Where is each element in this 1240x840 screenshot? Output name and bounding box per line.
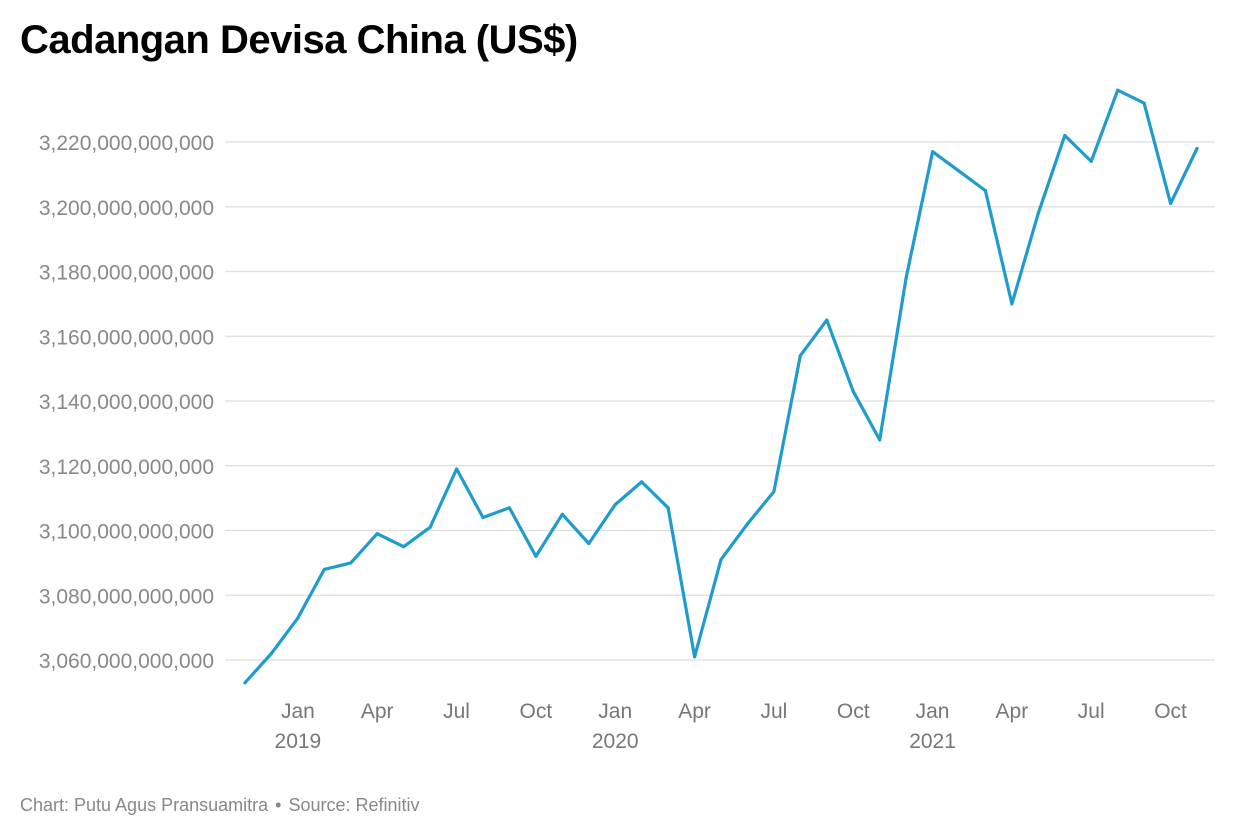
data-point — [587, 541, 591, 546]
data-point — [957, 169, 961, 173]
x-tick-label: Jul — [443, 700, 470, 723]
data-point — [772, 490, 776, 494]
footer-separator: • — [275, 795, 282, 815]
y-tick-label: 3,180,000,000,000 — [39, 262, 214, 285]
data-point — [1169, 201, 1173, 206]
data-point — [745, 522, 750, 526]
data-point — [1195, 146, 1199, 151]
data-point — [798, 354, 802, 358]
y-tick-label: 3,080,000,000,000 — [39, 585, 214, 608]
y-tick-label: 3,100,000,000,000 — [39, 521, 214, 544]
data-point — [613, 503, 617, 507]
x-tick-year-label: 2021 — [909, 730, 956, 753]
data-point — [904, 276, 908, 280]
data-point — [269, 651, 273, 656]
data-point — [507, 506, 511, 510]
data-point — [349, 561, 353, 565]
y-tick-label: 3,220,000,000,000 — [39, 132, 214, 155]
line-chart: 3,060,000,000,000 3,080,000,000,000 3,100,… — [39, 88, 1215, 753]
chart-source: Source: Refinitiv — [288, 795, 420, 815]
data-point — [1142, 101, 1146, 105]
x-tick-year-label: 2020 — [592, 730, 639, 753]
y-tick-label: 3,140,000,000,000 — [39, 391, 214, 414]
data-point — [428, 525, 432, 529]
x-tick-label: Apr — [996, 700, 1029, 723]
data-point — [1089, 159, 1093, 163]
chart-footer: Chart: Putu Agus Pransuamitra • Source: … — [20, 795, 420, 816]
data-point — [375, 532, 379, 536]
y-tick-label: 3,160,000,000,000 — [39, 326, 214, 349]
data-point — [560, 512, 564, 516]
data-point — [693, 655, 697, 659]
y-axis-tick-labels: 3,060,000,000,000 3,080,000,000,000 3,100,… — [39, 132, 214, 673]
data-point — [931, 150, 935, 154]
data-point — [640, 480, 644, 484]
x-tick-year-label: 2019 — [275, 730, 322, 753]
x-tick-label: Apr — [361, 700, 394, 723]
data-point — [481, 515, 485, 520]
y-tick-label: 3,120,000,000,000 — [39, 456, 214, 479]
data-point — [851, 389, 855, 393]
gridlines — [225, 141, 1215, 661]
data-point — [1063, 133, 1067, 138]
data-point — [825, 318, 829, 322]
y-tick-label: 3,060,000,000,000 — [39, 650, 214, 673]
x-tick-label: Jan — [281, 700, 315, 723]
x-tick-label: Jan — [916, 700, 950, 723]
data-point — [322, 567, 326, 572]
data-point — [719, 558, 723, 562]
data-point — [983, 189, 988, 193]
data-point — [1036, 211, 1040, 215]
y-tick-label: 3,200,000,000,000 — [39, 197, 214, 220]
x-tick-label: Oct — [520, 700, 553, 723]
chart-credit: Chart: Putu Agus Pransuamitra — [20, 795, 269, 815]
data-point — [296, 616, 300, 620]
x-tick-label: Jan — [598, 700, 632, 723]
data-point — [878, 438, 882, 442]
x-tick-label: Apr — [678, 700, 711, 723]
data-point — [402, 545, 406, 549]
x-tick-label: Oct — [1154, 700, 1187, 723]
data-point — [534, 554, 538, 559]
series-layer — [243, 88, 1199, 685]
chart-title: Cadangan Devisa China (US$) — [20, 18, 578, 62]
x-tick-label: Jul — [760, 700, 787, 723]
x-tick-label: Jul — [1078, 700, 1105, 723]
x-tick-label: Oct — [837, 700, 870, 723]
data-point — [666, 506, 670, 510]
series-line — [243, 88, 1199, 685]
data-point — [1010, 302, 1014, 306]
data-point — [243, 681, 247, 685]
x-axis-tick-labels: Jan 2019 Apr Jul Oct Jan 2020 Apr Jul Oct Jan 2021 A… — [275, 700, 1188, 753]
data-point — [1116, 88, 1120, 92]
data-point — [455, 467, 459, 471]
